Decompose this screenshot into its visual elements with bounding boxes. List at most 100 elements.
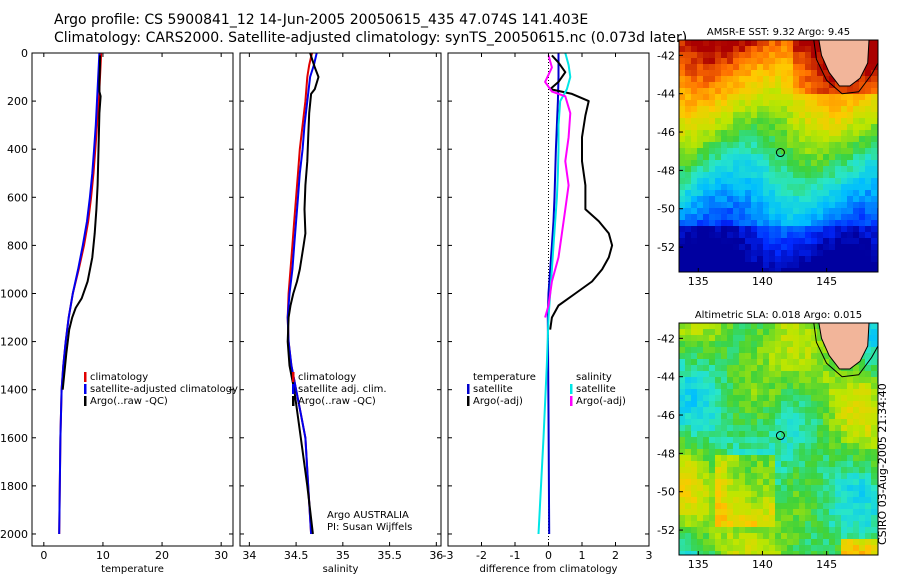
legend-entry: Argo(-adj) bbox=[473, 396, 523, 407]
tasmania-landmass bbox=[818, 323, 870, 370]
latitude-tick-label: -44 bbox=[657, 371, 675, 384]
tasmania-landmass bbox=[818, 40, 870, 87]
temperature-x-tick-label: 10 bbox=[96, 549, 110, 562]
legend-swatch bbox=[570, 396, 573, 406]
temperature-x-axis-label: temperature bbox=[101, 564, 164, 575]
difference-x-tick-label: 1 bbox=[579, 549, 586, 562]
latitude-tick-label: -42 bbox=[657, 49, 675, 62]
depth-tick-label: 600 bbox=[7, 191, 28, 204]
salinity-x-tick-label: 35 bbox=[336, 549, 350, 562]
difference-series-salinity-argo-adj- bbox=[544, 55, 572, 318]
latitude-tick-label: -50 bbox=[657, 203, 675, 216]
profile-location-marker bbox=[775, 148, 785, 158]
legend-entry: Argo(-adj) bbox=[576, 396, 626, 407]
sla-map-title: Altimetric SLA: 0.018 Argo: 0.015 bbox=[695, 310, 862, 321]
salinity-x-tick-label: 34.5 bbox=[284, 549, 309, 562]
salinity-frame bbox=[239, 52, 442, 547]
latitude-tick-label: -48 bbox=[657, 164, 675, 177]
legend-swatch bbox=[467, 384, 470, 394]
temperature-series-satellite-adjusted-climatology bbox=[58, 53, 101, 535]
sla-map-frame bbox=[678, 322, 879, 556]
sst-map-frame bbox=[678, 39, 879, 273]
figure-title-line-1: Argo profile: CS 5900841_12 14-Jun-2005 … bbox=[54, 12, 589, 28]
sst-map-field bbox=[679, 40, 878, 272]
legend-entry: Argo(..raw -QC) bbox=[90, 396, 168, 407]
longitude-tick-label: 135 bbox=[688, 558, 709, 571]
legend-entry: Argo(..raw -QC) bbox=[298, 396, 376, 407]
salinity-series-argo-raw-qc- bbox=[286, 53, 320, 535]
salinity-series-satellite-adj-clim- bbox=[286, 53, 318, 535]
latitude-tick-label: -48 bbox=[657, 447, 675, 460]
depth-tick-label: 200 bbox=[7, 95, 28, 108]
legend-swatch bbox=[292, 372, 295, 382]
longitude-tick-label: 140 bbox=[752, 275, 773, 288]
legend-swatch bbox=[467, 396, 470, 406]
latitude-tick-label: -52 bbox=[657, 524, 675, 537]
legend-entry: climatology bbox=[298, 372, 356, 383]
legend-swatch bbox=[570, 384, 573, 394]
latitude-tick-label: -52 bbox=[657, 241, 675, 254]
latitude-tick-label: -44 bbox=[657, 88, 675, 101]
sla-map-panel: Altimetric SLA: 0.018 Argo: 0.015 135 140 1… bbox=[657, 310, 879, 571]
longitude-tick-label: 135 bbox=[688, 275, 709, 288]
depth-tick-label: 800 bbox=[7, 239, 28, 252]
difference-x-tick-label: 2 bbox=[612, 549, 619, 562]
temperature-x-tick-label: 20 bbox=[155, 549, 169, 562]
float-owner-annotation: PI: Susan Wijffels bbox=[327, 522, 412, 533]
depth-tick-label: 2000 bbox=[0, 528, 28, 541]
latitude-tick-label: -46 bbox=[657, 409, 675, 422]
salinity-panel: 34 34.5 35 35.5 36 salinity climatologysatelli… bbox=[239, 52, 443, 575]
depth-tick-label: 1200 bbox=[0, 336, 28, 349]
legend-entry: satellite bbox=[473, 384, 513, 395]
temperature-x-tick-label: 0 bbox=[40, 549, 47, 562]
latitude-tick-label: -46 bbox=[657, 126, 675, 139]
difference-x-tick-label: 3 bbox=[646, 549, 653, 562]
latitude-tick-label: -42 bbox=[657, 332, 675, 345]
difference-x-tick-label: -3 bbox=[443, 549, 454, 562]
legend-swatch bbox=[84, 372, 87, 382]
temperature-series-argo-raw-qc- bbox=[61, 55, 102, 390]
float-owner-annotation: Argo AUSTRALIA bbox=[327, 510, 409, 521]
salinity-x-tick-label: 34 bbox=[242, 549, 256, 562]
temperature-frame bbox=[31, 52, 234, 547]
difference-x-tick-label: 0 bbox=[545, 549, 552, 562]
legend-entry: satellite bbox=[576, 384, 616, 395]
salinity-x-axis-label: salinity bbox=[323, 564, 359, 575]
difference-panel: -3 -2 -1 0 1 2 3 difference from climatology tem… bbox=[443, 52, 653, 575]
legend-entry: satellite adj. clim. bbox=[298, 384, 387, 395]
legend-swatch bbox=[84, 396, 87, 406]
difference-x-tick-label: -2 bbox=[476, 549, 487, 562]
depth-tick-label: 400 bbox=[7, 143, 28, 156]
latitude-tick-label: -50 bbox=[657, 486, 675, 499]
sst-map-title: AMSR-E SST: 9.32 Argo: 9.45 bbox=[707, 27, 850, 38]
longitude-tick-label: 140 bbox=[752, 558, 773, 571]
difference-series-temperature-argo-adj- bbox=[549, 54, 614, 330]
salinity-x-tick-label: 36 bbox=[429, 549, 443, 562]
temperature-panel: 0 10 20 30 0 200 400 600 800 1000 1200 1400 1600 1800… bbox=[0, 47, 238, 575]
legend-swatch bbox=[292, 396, 295, 406]
longitude-tick-label: 145 bbox=[816, 558, 837, 571]
profile-location-marker bbox=[775, 431, 785, 441]
depth-tick-label: 1800 bbox=[0, 480, 28, 493]
legend-entry: salinity bbox=[576, 372, 612, 383]
depth-tick-label: 1000 bbox=[0, 287, 28, 300]
legend-entry: temperature bbox=[473, 372, 536, 383]
depth-tick-label: 1600 bbox=[0, 432, 28, 445]
difference-series-salinity-satellite bbox=[537, 53, 572, 535]
sst-map-panel: AMSR-E SST: 9.32 Argo: 9.45 135 140 145 -42 -… bbox=[657, 27, 879, 288]
bathymetry-contour bbox=[813, 323, 878, 378]
depth-tick-label: 1400 bbox=[0, 384, 28, 397]
temperature-x-tick-label: 30 bbox=[214, 549, 228, 562]
legend-swatch bbox=[84, 384, 87, 394]
figure-title-line-2: Climatology: CARS2000. Satellite-adjuste… bbox=[54, 30, 688, 46]
difference-x-tick-label: -1 bbox=[510, 549, 521, 562]
depth-tick-label: 0 bbox=[21, 47, 28, 60]
salinity-x-tick-label: 35.5 bbox=[377, 549, 402, 562]
difference-x-axis-label: difference from climatology bbox=[480, 564, 618, 575]
longitude-tick-label: 145 bbox=[816, 275, 837, 288]
legend-entry: climatology bbox=[90, 372, 148, 383]
sla-map-field bbox=[679, 323, 878, 555]
bathymetry-contour bbox=[813, 40, 878, 95]
legend-swatch bbox=[292, 384, 295, 394]
